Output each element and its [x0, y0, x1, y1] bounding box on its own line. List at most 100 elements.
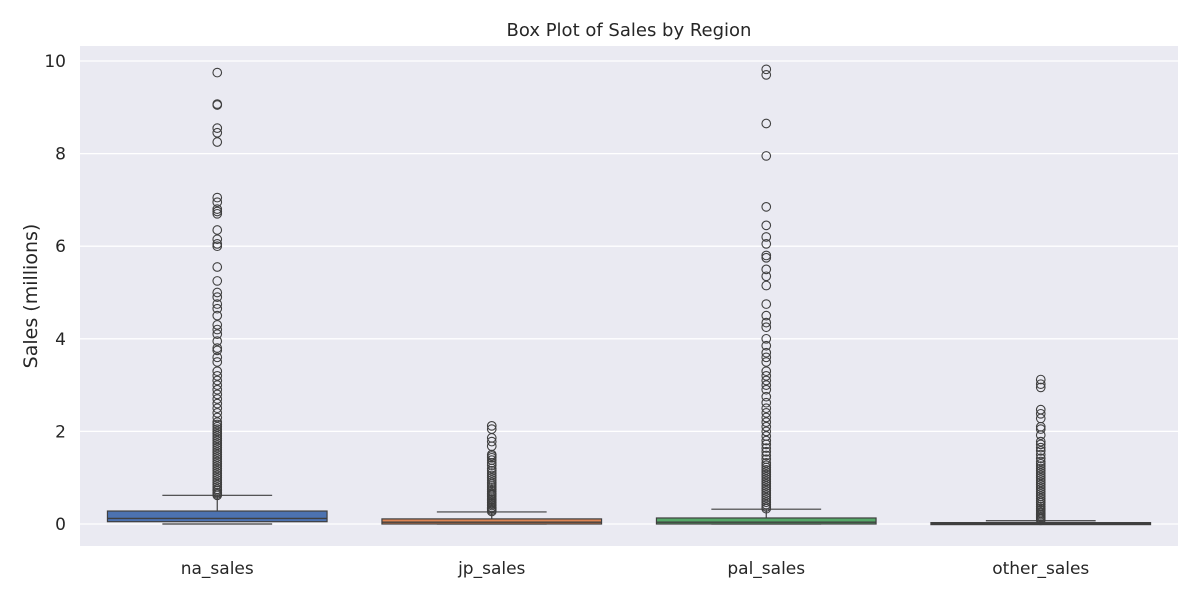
outlier-point: [212, 408, 223, 418]
outlier-point: [212, 292, 223, 302]
outlier-point: [212, 417, 223, 427]
outlier-point: [212, 412, 223, 423]
outlier-point: [761, 426, 772, 437]
outlier-point: [761, 403, 772, 414]
outlier-point: [761, 488, 772, 498]
outlier-point: [212, 352, 223, 363]
box-iqr: [106, 510, 328, 523]
outlier-point: [486, 477, 497, 488]
outlier-point: [761, 443, 772, 453]
outlier-point: [212, 445, 223, 455]
box-na_sales: [106, 67, 328, 525]
outlier-point: [486, 475, 497, 485]
outlier-point: [486, 420, 497, 431]
outlier-point: [1035, 408, 1046, 419]
outlier-point: [212, 127, 223, 138]
outlier-point: [1035, 463, 1046, 474]
outlier-point: [486, 455, 497, 465]
boxes: [106, 64, 1152, 526]
outlier-point: [212, 123, 223, 133]
outlier-point: [212, 456, 223, 467]
outlier-point: [761, 454, 772, 465]
outlier-point: [486, 436, 497, 447]
outlier-point: [212, 398, 223, 409]
outlier-point: [212, 357, 223, 367]
outlier-point: [761, 317, 772, 328]
outlier-point: [212, 324, 223, 335]
outlier-point: [212, 262, 223, 272]
y-tick-label: 4: [55, 330, 66, 350]
outlier-point: [212, 299, 223, 309]
outlier-point: [1035, 468, 1046, 478]
outlier-point: [761, 252, 772, 263]
outlier-point: [761, 495, 772, 505]
outlier-point: [1035, 489, 1046, 499]
outlier-point: [212, 428, 223, 439]
outlier-point: [212, 431, 223, 441]
outlier-point: [761, 412, 772, 423]
outlier-point: [212, 384, 223, 395]
outlier-point: [212, 389, 223, 400]
outlier-point: [212, 241, 223, 252]
outlier-point: [761, 474, 772, 484]
outlier-point: [1035, 479, 1046, 490]
outlier-point: [761, 471, 772, 482]
outlier-point: [761, 408, 772, 418]
outlier-point: [761, 380, 772, 390]
outlier-point: [212, 435, 223, 446]
outlier-point: [1035, 484, 1046, 495]
outlier-point: [1035, 477, 1046, 488]
outlier-point: [1035, 436, 1046, 447]
outlier-point: [1035, 374, 1046, 385]
outlier-point: [1035, 496, 1046, 506]
outlier-point: [1035, 439, 1046, 450]
outlier-point: [212, 440, 223, 451]
outlier-point: [212, 370, 223, 381]
outlier-point: [761, 478, 772, 489]
outlier-point: [212, 419, 223, 430]
outlier-point: [761, 280, 772, 291]
outlier-point: [761, 250, 772, 261]
outlier-point: [212, 276, 223, 286]
outlier-point: [1035, 449, 1046, 460]
outlier-point: [761, 118, 772, 129]
outlier-point: [212, 343, 223, 353]
outlier-point: [1035, 493, 1046, 504]
outlier-point: [212, 375, 223, 386]
outlier-point: [212, 482, 223, 492]
outlier-point: [761, 490, 772, 501]
outlier-point: [761, 499, 772, 510]
plot-area: [80, 46, 1178, 546]
outlier-point: [761, 352, 772, 363]
outlier-point: [212, 197, 223, 208]
outlier-point: [212, 239, 223, 249]
outlier-point: [1035, 442, 1046, 453]
outlier-point: [761, 370, 772, 381]
outlier-point: [761, 446, 772, 457]
outlier-point: [761, 384, 772, 395]
outlier-point: [761, 333, 772, 344]
outlier-point: [761, 232, 772, 242]
outlier-point: [1035, 472, 1046, 483]
outlier-point: [761, 417, 772, 427]
outlier-point: [761, 151, 772, 161]
outlier-point: [1035, 486, 1046, 497]
outlier-point: [212, 452, 223, 462]
outlier-point: [761, 431, 772, 441]
outlier-point: [761, 391, 772, 402]
y-tick-label: 2: [55, 422, 66, 442]
outlier-point: [486, 470, 497, 481]
x-tick-label: pal_sales: [727, 559, 805, 579]
x-tick-label: other_sales: [992, 559, 1089, 579]
outlier-point: [761, 467, 772, 477]
outlier-point: [761, 347, 772, 358]
outlier-point: [1035, 465, 1046, 476]
outlier-point: [212, 477, 223, 488]
outlier-point: [761, 340, 772, 351]
outlier-point: [212, 449, 223, 460]
outlier-point: [1035, 453, 1046, 464]
outlier-point: [212, 403, 223, 414]
outlier-point: [761, 435, 772, 446]
